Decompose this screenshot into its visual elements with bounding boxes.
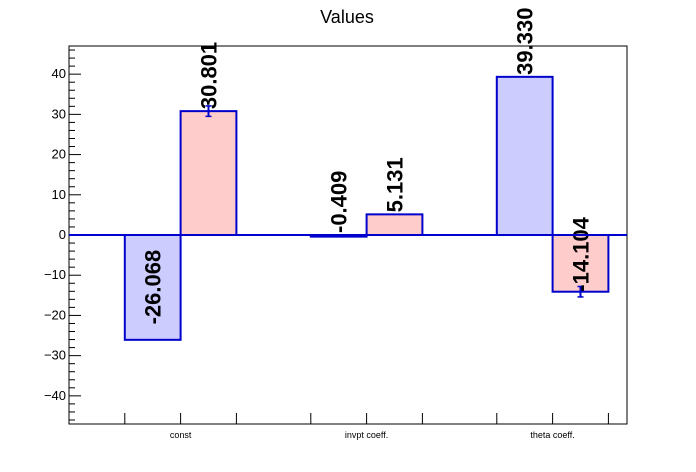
y-tick-label: 10 [52, 187, 66, 202]
data-label: 5.131 [383, 157, 408, 212]
y-tick-label: 0 [59, 227, 66, 242]
data-label: -14.104 [569, 216, 594, 291]
data-label: 39.330 [513, 8, 538, 75]
bar [365, 213, 424, 237]
y-tick-label: −20 [44, 307, 66, 322]
bar [179, 110, 238, 236]
x-category-label: theta coeff. [530, 430, 574, 440]
bar [495, 75, 554, 237]
chart-title: Values [320, 7, 374, 27]
y-tick-label: −10 [44, 267, 66, 282]
x-category-label: const [170, 430, 192, 440]
data-label: -0.409 [327, 171, 352, 233]
plot-area: −40 −30 −20 −10 0 10 20 30 40 -26.068 -0.409 39.330… [44, 8, 628, 440]
x-category-label: invpt coeff. [345, 430, 388, 440]
y-tick-label: 40 [52, 66, 66, 81]
data-label: 30.801 [197, 42, 222, 109]
y-tick-label: 20 [52, 147, 66, 162]
y-tick-label: −30 [44, 348, 66, 363]
data-label: -26.068 [141, 250, 166, 325]
bar [123, 234, 182, 341]
y-tick-label: 30 [52, 106, 66, 121]
y-tick-label: −40 [44, 388, 66, 403]
